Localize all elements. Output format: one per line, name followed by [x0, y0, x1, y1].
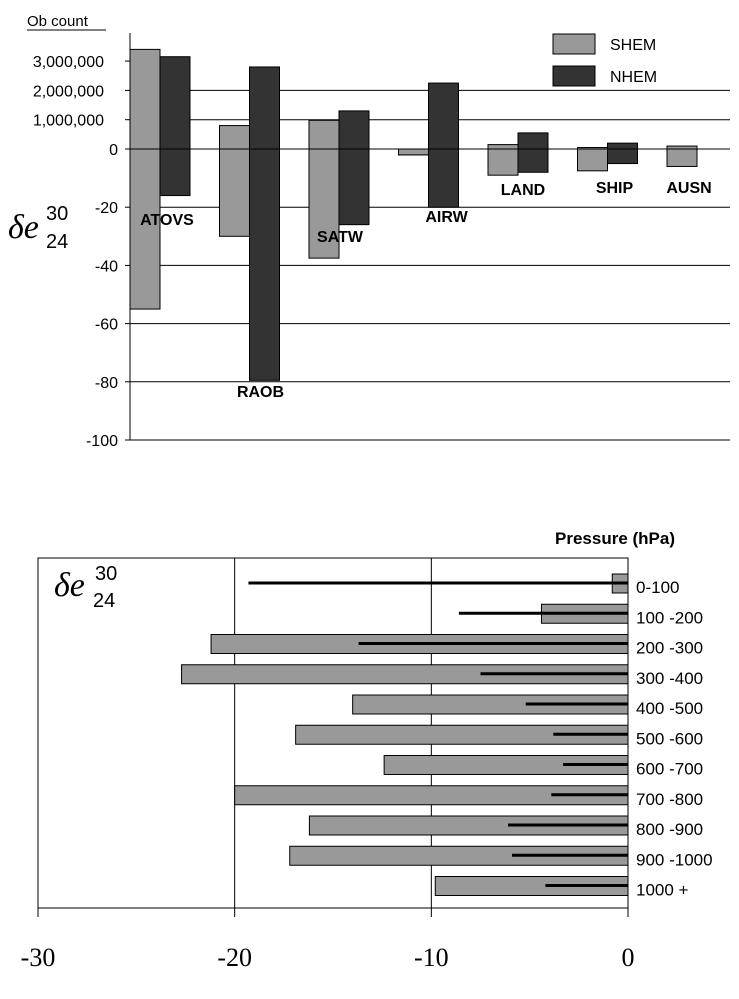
legend-label-nhem: NHEM [610, 69, 657, 86]
category-label-raob: RAOB [237, 384, 284, 401]
pressure-label-800-900: 800 -900 [636, 820, 703, 839]
top-bars [129, 48, 730, 381]
bottom-x-tick-labels: -30 -20 -10 0 [21, 908, 635, 972]
legend-swatch-shem [552, 33, 596, 55]
obcount-bar-nhem-atovs [159, 56, 191, 150]
impact-bar-shem-ausn [666, 148, 698, 167]
top-y-tick-label: 0 [109, 142, 118, 159]
obcount-bar-nhem-ship [607, 142, 638, 150]
top-legend: SHEM NHEM [552, 33, 657, 87]
pressure-label-700-800: 700 -800 [636, 790, 703, 809]
top-y-title-main: δe [8, 209, 39, 246]
bottom-y-title-sub: 24 [93, 590, 115, 612]
category-label-airw: AIRW [425, 209, 468, 226]
top-chart: Ob count 3,000,000 2,000,000 1,000,000 0 -2… [8, 13, 730, 450]
legend-swatch-nhem [552, 65, 596, 87]
impact-bar-nhem-satw [338, 148, 370, 226]
top-y-tick-label: -40 [95, 258, 118, 275]
impact-bar-shem-land [487, 148, 519, 176]
ob-count-tick-label: 2,000,000 [33, 83, 104, 100]
impact-bar-nhem-atovs [159, 148, 191, 197]
pressure-label-400-500: 400 -500 [636, 699, 703, 718]
top-y-tick-label: -60 [95, 317, 118, 334]
obcount-bar-shem-atovs [129, 48, 161, 150]
bottom-chart: 0-100 100 -200 200 -300 300 -400 400 -500 500… [21, 529, 713, 972]
impact-bar-nhem-land [517, 148, 549, 173]
obcount-bar-shem-raob [219, 125, 250, 150]
impact-bar-shem-raob [219, 148, 250, 237]
obcount-bar-nhem-land [517, 132, 549, 150]
category-label-land: LAND [501, 182, 545, 199]
category-label-atovs: ATOVS [140, 212, 194, 229]
obcount-bar-shem-airw [398, 148, 429, 156]
bottom-y-axis-title: δe 30 24 [54, 563, 117, 612]
bottom-x-tick-label: -20 [217, 943, 252, 972]
obcount-bar-nhem-raob [249, 66, 280, 150]
bottom-y-title-sup: 30 [95, 563, 117, 585]
top-y-title-sub: 24 [46, 231, 68, 253]
category-label-ship: SHIP [596, 180, 634, 197]
top-y-tick-label: -20 [95, 200, 118, 217]
obcount-bar-nhem-satw [338, 110, 370, 150]
bottom-category-labels: 0-100 100 -200 200 -300 300 -400 400 -500 500… [636, 578, 713, 900]
category-label-ausn: AUSN [666, 180, 711, 197]
pressure-label-900-1000: 900 -1000 [636, 850, 713, 869]
top-y-tick-label: -80 [95, 375, 118, 392]
ob-count-tick-label: 3,000,000 [33, 54, 104, 71]
pressure-label-600-700: 600 -700 [636, 760, 703, 779]
ob-count-ticks: 3,000,000 2,000,000 1,000,000 [33, 54, 130, 130]
bottom-x-tick-label: -30 [21, 943, 56, 972]
top-y-tick-label: -100 [86, 433, 118, 450]
pressure-label-0-100: 0-100 [636, 578, 679, 597]
pressure-title: Pressure (hPa) [555, 529, 675, 548]
pressure-label-100-200: 100 -200 [636, 608, 703, 627]
obcount-bar-shem-satw [308, 119, 340, 150]
bottom-y-title-main: δe [54, 567, 85, 604]
ob-count-label: Ob count [27, 13, 89, 30]
bottom-x-tick-label: -10 [414, 943, 449, 972]
impact-bar-shem-ship [577, 148, 608, 172]
pressure-label-500-600: 500 -600 [636, 729, 703, 748]
pressure-label-1000: 1000 + [636, 881, 689, 900]
top-y-title-sup: 30 [46, 203, 68, 225]
pressure-label-300-400: 300 -400 [636, 669, 703, 688]
obcount-bar-shem-land [487, 144, 519, 150]
top-category-labels: ATOVS RAOB SATW AIRW LAND SHIP AUSN [140, 180, 711, 401]
obcount-bar-nhem-airw [428, 82, 459, 150]
impact-bar-shem-atovs [129, 148, 161, 310]
top-y-tick-labels: 0 -20 -40 -60 -80 -100 [86, 142, 130, 450]
ob-count-tick-label: 1,000,000 [33, 113, 104, 130]
impact-bar-nhem-raob [249, 148, 280, 381]
bottom-lines [248, 581, 628, 887]
bottom-x-tick-label: 0 [622, 943, 635, 972]
category-label-satw: SATW [317, 229, 364, 246]
impact-bar-nhem-ship [607, 148, 638, 165]
legend-label-shem: SHEM [610, 37, 656, 54]
top-y-axis-title: δe 30 24 [8, 203, 68, 253]
pressure-label-200-300: 200 -300 [636, 639, 703, 658]
impact-bar-nhem-airw [428, 148, 459, 208]
